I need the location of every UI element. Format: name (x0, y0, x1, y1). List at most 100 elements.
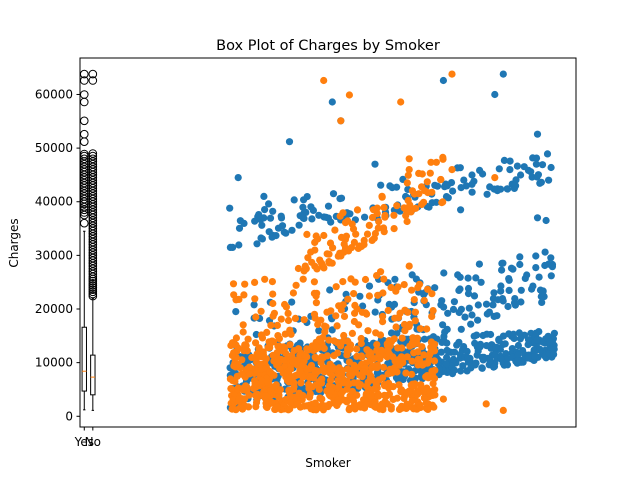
scatter-point (374, 224, 382, 232)
scatter-point (255, 344, 263, 352)
scatter-point (266, 214, 275, 222)
scatter-point (235, 395, 243, 403)
scatter-point (300, 316, 308, 324)
scatter-point (415, 190, 423, 198)
scatter-point (403, 217, 411, 226)
scatter-point (290, 382, 298, 391)
scatter-point (525, 354, 533, 362)
scatter-point (398, 344, 406, 352)
scatter-point (370, 355, 378, 363)
scatter-point (449, 305, 458, 313)
scatter-point (497, 355, 505, 363)
scatter-point (448, 70, 456, 78)
scatter-point (240, 291, 248, 299)
scatter-point (536, 179, 544, 187)
scatter-point (448, 166, 456, 174)
scatter-point (266, 367, 274, 375)
scatter-point (405, 262, 413, 270)
scatter-point (319, 364, 327, 372)
scatter-point (489, 301, 497, 309)
scatter-point (533, 173, 541, 181)
y-tick-label: 30000 (35, 248, 73, 262)
scatter-point (477, 278, 485, 286)
scatter-point (450, 348, 459, 356)
scatter-point (321, 322, 329, 330)
scatter-point (326, 239, 335, 247)
y-axis-label: Charges (7, 218, 21, 267)
scatter-point (245, 391, 253, 399)
scatter-point (504, 185, 512, 193)
scatter-point (403, 353, 411, 361)
scatter-point (354, 244, 362, 252)
scatter-point (287, 365, 295, 373)
scatter-point (251, 295, 259, 303)
scatter-point (268, 278, 276, 286)
scatter-point (428, 290, 436, 298)
scatter-point (226, 204, 234, 212)
scatter-point (275, 335, 283, 343)
scatter-point (430, 403, 438, 411)
scatter-point (396, 361, 404, 369)
scatter-point (324, 202, 333, 210)
scatter-point (532, 252, 540, 260)
scatter-point (280, 356, 288, 365)
scatter-point (483, 310, 491, 318)
scatter-point (457, 206, 465, 214)
scatter-point (276, 365, 284, 373)
scatter-point (377, 268, 385, 276)
scatter-point (348, 394, 356, 402)
scatter-point (527, 168, 535, 176)
scatter-point (226, 243, 234, 251)
scatter-point (337, 194, 346, 202)
scatter-point (438, 297, 446, 305)
scatter-point (464, 284, 473, 293)
scatter-point (444, 309, 452, 317)
box-outlier (88, 279, 98, 288)
scatter-point (529, 282, 537, 290)
box-outlier (88, 235, 98, 244)
scatter-point (460, 176, 468, 184)
scatter-point (350, 402, 358, 410)
scatter-point (439, 321, 447, 329)
scatter-point (410, 296, 418, 304)
y-tick-label: 60000 (35, 87, 73, 101)
scatter-point (293, 361, 301, 369)
scatter-point (242, 382, 250, 390)
scatter-point (309, 206, 317, 214)
scatter-point (515, 329, 523, 337)
scatter-point (409, 341, 417, 349)
scatter-point (497, 282, 505, 290)
scatter-point (353, 206, 362, 214)
scatter-point (415, 169, 423, 177)
scatter-point (420, 296, 428, 305)
scatter-point (340, 248, 348, 256)
x-tick-label: Yes (74, 435, 94, 449)
scatter-point (492, 343, 500, 351)
scatter-point (301, 351, 309, 359)
scatter-point (361, 275, 370, 284)
scatter-point (268, 398, 276, 407)
scatter-point (529, 154, 537, 162)
scatter-point (294, 345, 303, 353)
scatter-point (380, 203, 388, 212)
scatter-point (350, 290, 358, 298)
scatter-point (358, 353, 366, 361)
scatter-point (531, 353, 539, 361)
scatter-point (514, 357, 522, 365)
scatter-point (251, 391, 259, 399)
scatter-point (517, 286, 525, 294)
scatter-point (397, 353, 406, 361)
box-outlier (88, 289, 98, 299)
scatter-point (447, 179, 456, 187)
scatter-point (468, 180, 476, 188)
scatter-point (542, 216, 550, 225)
scatter-point (339, 337, 347, 345)
scatter-point (326, 286, 334, 294)
scatter-point (297, 379, 305, 387)
scatter-point (313, 265, 321, 273)
scatter-point (232, 296, 240, 304)
scatter-point (328, 98, 336, 106)
scatter-point (255, 211, 263, 219)
scatter-point (351, 301, 359, 309)
scatter-point (317, 316, 325, 324)
